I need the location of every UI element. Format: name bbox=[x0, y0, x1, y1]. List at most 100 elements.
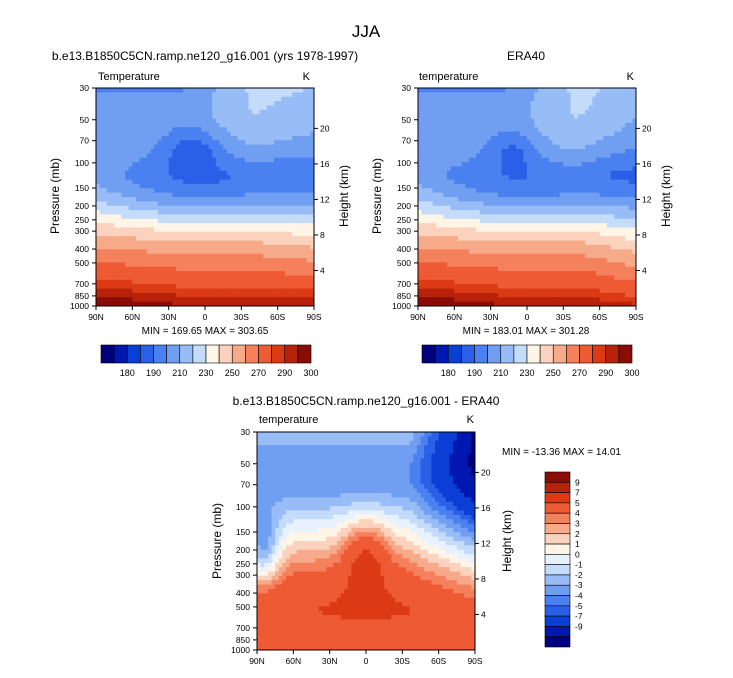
heatmap-cell bbox=[96, 123, 100, 128]
heatmap-cell bbox=[527, 210, 531, 215]
heatmap-cell bbox=[209, 175, 213, 180]
heatmap-cell bbox=[100, 101, 104, 106]
heatmap-cell bbox=[458, 193, 462, 198]
heatmap-cell bbox=[433, 110, 437, 115]
heatmap-cell bbox=[465, 119, 469, 124]
heatmap-cell bbox=[429, 180, 433, 185]
heatmap-cell bbox=[212, 140, 216, 145]
heatmap-cell bbox=[212, 175, 216, 180]
heatmap-cell bbox=[545, 101, 549, 106]
heatmap-cell bbox=[483, 201, 487, 206]
heatmap-cell bbox=[201, 219, 205, 224]
heatmap-cell bbox=[267, 110, 271, 115]
heatmap-cell bbox=[129, 114, 133, 119]
heatmap-cell bbox=[140, 206, 144, 211]
heatmap-cell bbox=[256, 236, 260, 241]
heatmap-cell bbox=[238, 284, 242, 289]
heatmap-cell bbox=[267, 210, 271, 215]
heatmap-cell bbox=[118, 232, 122, 237]
heatmap-cell bbox=[307, 175, 311, 180]
heatmap-cell bbox=[296, 184, 300, 189]
heatmap-cell bbox=[151, 289, 155, 294]
heatmap-cell bbox=[285, 153, 289, 158]
heatmap-cell bbox=[96, 158, 100, 163]
heatmap-cell bbox=[147, 201, 151, 206]
heatmap-cell bbox=[136, 210, 140, 215]
heatmap-cell bbox=[198, 219, 202, 224]
heatmap-cell bbox=[252, 228, 256, 233]
heatmap-cell bbox=[483, 166, 487, 171]
panel-model-y2-axis-label: Height (km) bbox=[337, 165, 351, 227]
heatmap-cell bbox=[223, 171, 227, 176]
heatmap-cell bbox=[100, 245, 104, 250]
heatmap-cell bbox=[111, 293, 115, 298]
heatmap-cell bbox=[129, 201, 133, 206]
heatmap-cell bbox=[100, 88, 104, 93]
panel-model: b.e13.B1850C5CN.ramp.ne120_g16.001 (yrs … bbox=[48, 49, 358, 378]
heatmap-cell bbox=[491, 119, 495, 124]
heatmap-cell bbox=[165, 228, 169, 233]
heatmap-cell bbox=[176, 206, 180, 211]
heatmap-cell bbox=[249, 127, 253, 132]
heatmap-cell bbox=[458, 123, 462, 128]
heatmap-cell bbox=[151, 271, 155, 276]
heatmap-cell bbox=[592, 123, 596, 128]
heatmap-cell bbox=[267, 166, 271, 171]
heatmap-cell bbox=[523, 223, 527, 228]
heatmap-cell bbox=[567, 145, 571, 150]
heatmap-cell bbox=[132, 97, 136, 102]
heatmap-cell bbox=[429, 223, 433, 228]
heatmap-cell bbox=[483, 171, 487, 176]
heatmap-cell bbox=[596, 210, 600, 215]
heatmap-cell bbox=[552, 136, 556, 141]
heatmap-cell bbox=[451, 223, 455, 228]
heatmap-cell bbox=[114, 293, 118, 298]
heatmap-cell bbox=[238, 210, 242, 215]
heatmap-cell bbox=[198, 140, 202, 145]
heatmap-cell bbox=[578, 223, 582, 228]
heatmap-cell bbox=[103, 245, 107, 250]
heatmap-cell bbox=[238, 132, 242, 137]
heatmap-cell bbox=[520, 219, 524, 224]
heatmap-cell bbox=[454, 201, 458, 206]
heatmap-cell bbox=[483, 119, 487, 124]
heatmap-cell bbox=[230, 132, 234, 137]
heatmap-cell bbox=[592, 105, 596, 110]
heatmap-cell bbox=[256, 249, 260, 254]
heatmap-cell bbox=[238, 92, 242, 97]
heatmap-cell bbox=[111, 97, 115, 102]
heatmap-cell bbox=[307, 245, 311, 250]
heatmap-cell bbox=[567, 201, 571, 206]
heatmap-cell bbox=[563, 171, 567, 176]
heatmap-cell bbox=[552, 180, 556, 185]
heatmap-cell bbox=[154, 289, 158, 294]
heatmap-cell bbox=[118, 162, 122, 167]
heatmap-cell bbox=[249, 201, 253, 206]
heatmap-cell bbox=[487, 180, 491, 185]
colorbar-swatch bbox=[232, 345, 245, 363]
heatmap-cell bbox=[234, 219, 238, 224]
heatmap-cell bbox=[307, 289, 311, 294]
heatmap-cell bbox=[578, 105, 582, 110]
heatmap-cell bbox=[129, 280, 133, 285]
heatmap-cell bbox=[556, 193, 560, 198]
heatmap-cell bbox=[180, 214, 184, 219]
heatmap-cell bbox=[263, 92, 267, 97]
heatmap-cell bbox=[523, 110, 527, 115]
heatmap-cell bbox=[114, 223, 118, 228]
heatmap-cell bbox=[527, 92, 531, 97]
heatmap-cell bbox=[158, 140, 162, 145]
heatmap-cell bbox=[100, 175, 104, 180]
heatmap-cell bbox=[520, 149, 524, 154]
heatmap-cell bbox=[458, 140, 462, 145]
heatmap-cell bbox=[252, 171, 256, 176]
heatmap-cell bbox=[281, 289, 285, 294]
heatmap-cell bbox=[278, 110, 282, 115]
heatmap-cell bbox=[147, 289, 151, 294]
heatmap-cell bbox=[545, 162, 549, 167]
heatmap-cell bbox=[278, 145, 282, 150]
heatmap-cell bbox=[165, 254, 169, 259]
heatmap-cell bbox=[480, 105, 484, 110]
heatmap-cell bbox=[607, 197, 611, 202]
heatmap-cell bbox=[592, 219, 596, 224]
